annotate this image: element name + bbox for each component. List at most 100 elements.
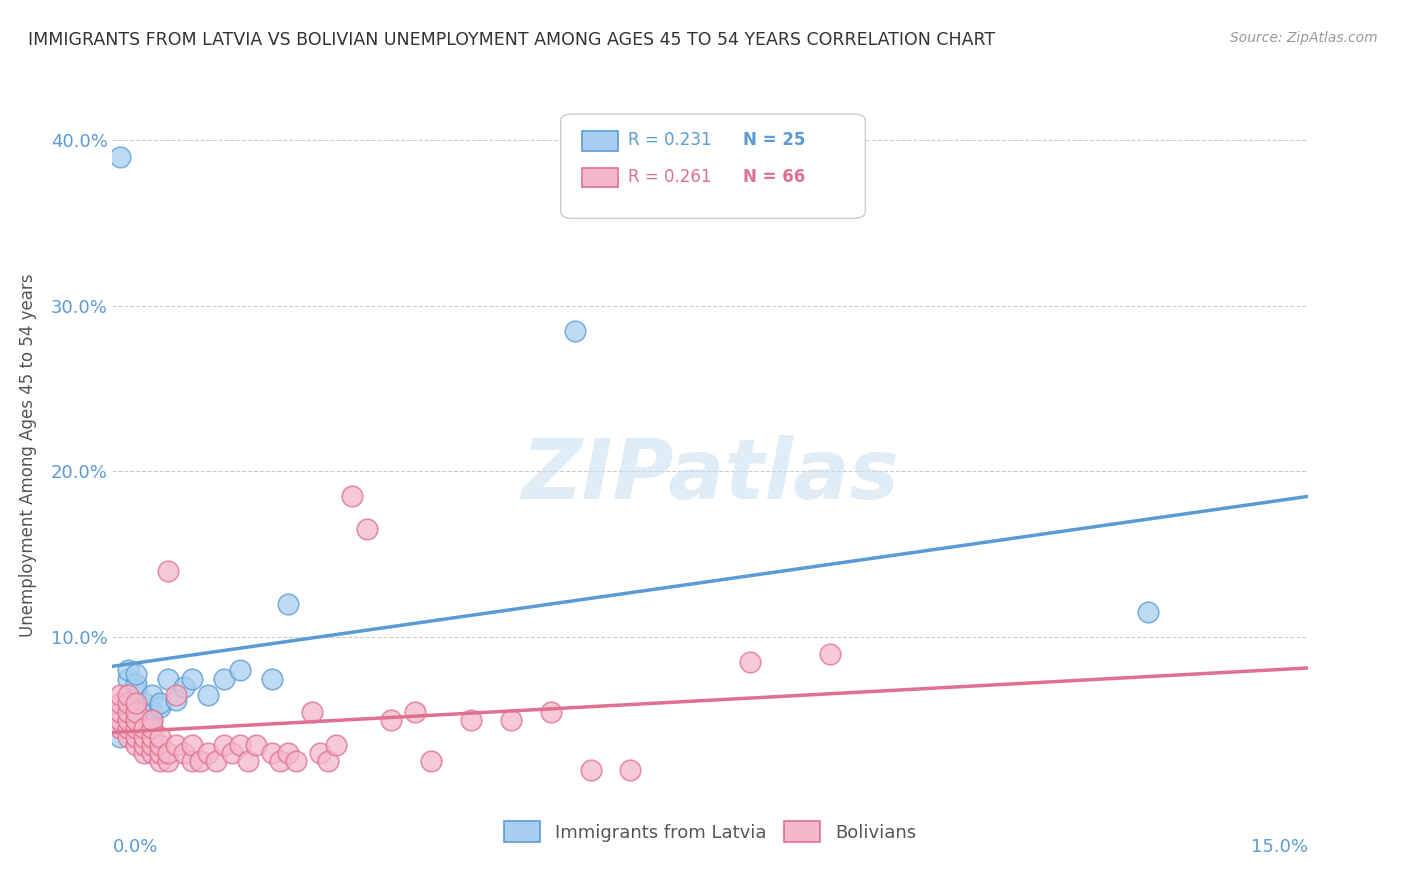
Point [110, 713, 132, 727]
Point [141, 746, 163, 760]
Point [188, 755, 211, 769]
Point [165, 693, 187, 707]
Point [125, 666, 148, 681]
Point [149, 730, 172, 744]
Point [134, 697, 156, 711]
Point [460, 713, 482, 727]
Text: Source: ZipAtlas.com: Source: ZipAtlas.com [1230, 31, 1378, 45]
Point [619, 763, 641, 777]
Point [149, 738, 172, 752]
Point [301, 705, 323, 719]
Point [245, 738, 267, 752]
Text: 0.0%: 0.0% [112, 838, 157, 855]
Point [134, 730, 156, 744]
Point [325, 738, 347, 752]
Point [125, 705, 148, 719]
Point [284, 755, 307, 769]
Point [316, 755, 339, 769]
Point [340, 489, 363, 503]
Point [141, 705, 163, 719]
Point [540, 705, 562, 719]
Point [157, 746, 180, 760]
Point [356, 523, 378, 537]
Point [173, 746, 195, 760]
Point [420, 755, 443, 769]
Point [165, 688, 187, 702]
Point [499, 713, 522, 727]
Text: 15.0%: 15.0% [1250, 838, 1308, 855]
Bar [582, 168, 619, 187]
Point [380, 713, 402, 727]
Text: R = 0.231: R = 0.231 [627, 131, 711, 150]
Point [181, 755, 204, 769]
Point [117, 697, 139, 711]
Point [110, 697, 132, 711]
Point [157, 755, 180, 769]
Point [110, 705, 132, 719]
Point [125, 738, 148, 752]
Point [229, 738, 252, 752]
Point [260, 672, 283, 686]
Point [110, 150, 132, 164]
Point [125, 697, 148, 711]
Point [125, 721, 148, 735]
Point [181, 738, 204, 752]
Point [236, 755, 259, 769]
Point [205, 755, 228, 769]
Point [110, 688, 132, 702]
Point [197, 746, 219, 760]
Point [149, 699, 172, 714]
Point [125, 683, 148, 698]
Point [260, 746, 283, 760]
Point [277, 597, 299, 611]
Text: N = 66: N = 66 [744, 168, 806, 186]
Point [173, 680, 195, 694]
Point [117, 663, 139, 677]
Point [149, 755, 172, 769]
Point [134, 721, 156, 735]
Point [117, 688, 139, 702]
Text: R = 0.261: R = 0.261 [627, 168, 711, 186]
Point [141, 713, 163, 727]
Point [221, 746, 243, 760]
Point [404, 705, 426, 719]
Point [117, 713, 139, 727]
Y-axis label: Unemployment Among Ages 45 to 54 years: Unemployment Among Ages 45 to 54 years [18, 273, 37, 637]
Point [1137, 605, 1160, 619]
Point [117, 705, 139, 719]
Point [110, 721, 132, 735]
Point [738, 655, 761, 669]
FancyBboxPatch shape [561, 114, 866, 219]
Point [141, 721, 163, 735]
Legend: Immigrants from Latvia, Bolivians: Immigrants from Latvia, Bolivians [496, 814, 924, 849]
Point [125, 730, 148, 744]
Point [134, 738, 156, 752]
Point [134, 746, 156, 760]
Text: N = 25: N = 25 [744, 131, 806, 150]
Point [149, 697, 172, 711]
Point [212, 738, 235, 752]
Point [269, 755, 291, 769]
Point [125, 676, 148, 690]
Bar [582, 131, 619, 151]
Point [277, 746, 299, 760]
Text: ZIPatlas: ZIPatlas [522, 435, 898, 516]
Point [197, 688, 219, 702]
Point [141, 688, 163, 702]
Point [308, 746, 330, 760]
Point [157, 564, 180, 578]
Point [149, 746, 172, 760]
Point [818, 647, 841, 661]
Point [157, 672, 180, 686]
Point [141, 738, 163, 752]
Point [212, 672, 235, 686]
Point [117, 721, 139, 735]
Point [125, 713, 148, 727]
Point [117, 730, 139, 744]
Point [165, 738, 187, 752]
Point [181, 672, 204, 686]
Point [141, 730, 163, 744]
Point [134, 705, 156, 719]
Point [229, 663, 252, 677]
Point [564, 324, 586, 338]
